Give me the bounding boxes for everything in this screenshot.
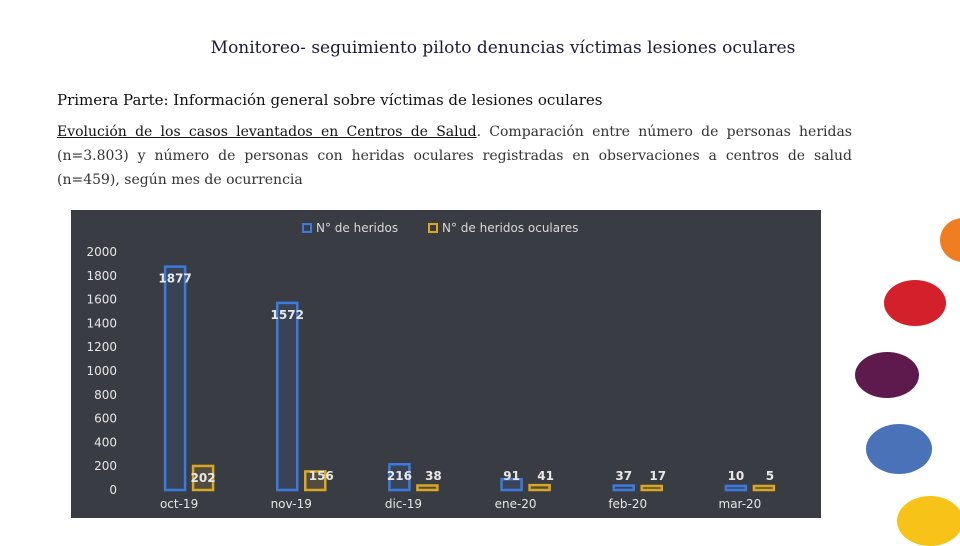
data-label-heridos: 216	[387, 469, 412, 483]
y-tick-label: 600	[94, 412, 117, 426]
bar-chart: 0 200 400 600 800 1000 1200 1400 1600 1800 2000 N° …	[71, 210, 821, 518]
y-tick-label: 2000	[86, 245, 117, 259]
data-label-heridos: 10	[728, 469, 745, 483]
description-text: . Comparación entre número de personas h…	[57, 124, 852, 188]
y-tick-label: 200	[94, 459, 117, 473]
x-tick-label: ene-20	[495, 497, 537, 511]
bar-heridos-oculares	[752, 484, 776, 492]
bar-heridos	[500, 477, 523, 492]
bar-heridos-oculares	[416, 484, 439, 492]
orange-dot	[940, 218, 960, 262]
data-label-heridos: 1877	[158, 272, 191, 286]
bar-chart-svg: 0 200 400 600 800 1000 1200 1400 1600 1800 2000 N° …	[86, 221, 776, 511]
x-tick-label: feb-20	[608, 497, 647, 511]
data-label-heridos: 91	[503, 469, 520, 483]
data-label-heridos-oculares: 38	[425, 469, 442, 483]
blue-dot	[866, 424, 932, 474]
x-tick-label: nov-19	[271, 497, 312, 511]
bar-heridos-oculares	[528, 483, 551, 492]
chart-description: Evolución de los casos levantados en Cen…	[57, 120, 852, 192]
x-tick-label: dic-19	[385, 497, 422, 511]
y-tick-label: 1200	[86, 340, 117, 354]
bar-heridos	[388, 463, 411, 492]
y-tick-label: 1400	[86, 316, 117, 330]
legend-swatch-heridos	[302, 223, 312, 233]
legend-label-heridos-oculares: N° de heridos oculares	[442, 221, 578, 235]
x-tick-label: oct-19	[160, 497, 198, 511]
bar-heridos	[724, 484, 748, 492]
legend-label-heridos: N° de heridos	[316, 221, 398, 235]
y-tick-label: 1000	[86, 364, 117, 378]
bar-heridos	[163, 265, 187, 492]
bar-heridos	[612, 484, 635, 492]
slide-title: Monitoreo- seguimiento piloto denuncias …	[210, 38, 796, 58]
y-tick-label: 800	[94, 388, 117, 402]
data-label-heridos-oculares: 202	[191, 471, 216, 485]
y-tick-label: 1600	[86, 293, 117, 307]
data-label-heridos-oculares: 156	[309, 469, 334, 483]
data-label-heridos: 1572	[271, 308, 304, 322]
y-tick-label: 0	[109, 483, 117, 497]
yellow-dot	[897, 496, 960, 546]
data-label-heridos: 37	[615, 469, 632, 483]
data-label-heridos-oculares: 17	[649, 469, 666, 483]
y-tick-label: 1800	[86, 269, 117, 283]
legend-swatch-heridos-oculares	[428, 223, 438, 233]
data-label-heridos-oculares: 5	[766, 469, 774, 483]
slide-subtitle: Primera Parte: Información general sobre…	[57, 91, 603, 109]
bar-heridos-oculares	[191, 464, 215, 492]
bar-heridos-oculares	[304, 470, 327, 492]
red-dot	[884, 280, 946, 326]
bar-heridos	[276, 301, 299, 492]
y-tick-label: 400	[94, 435, 117, 449]
data-label-heridos-oculares: 41	[537, 469, 554, 483]
description-link-text: Evolución de los casos levantados en Cen…	[57, 124, 477, 140]
x-tick-label: mar-20	[719, 497, 762, 511]
purple-dot	[855, 352, 919, 398]
bar-heridos-oculares	[640, 484, 663, 492]
